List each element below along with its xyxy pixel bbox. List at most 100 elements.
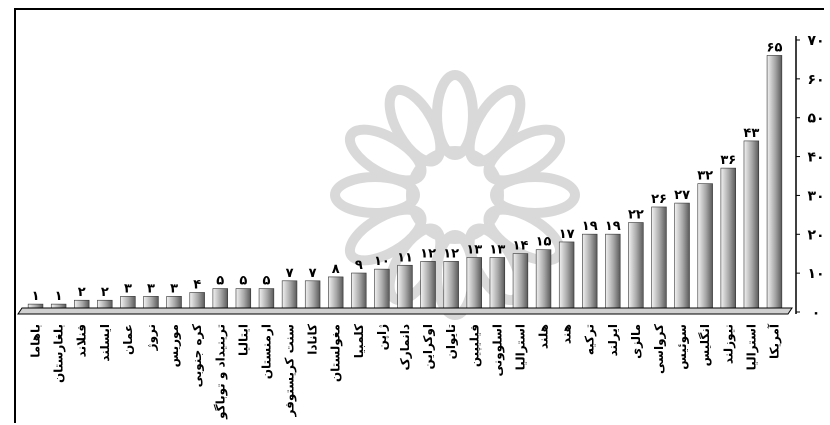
bar-value-label: ۱۲ xyxy=(420,246,436,261)
bar-value-label: ۴ xyxy=(193,277,201,292)
y-tick-label: ۵۰ xyxy=(807,111,824,127)
bar-value-label: ۲ xyxy=(78,285,86,300)
bar-value-label: ۲۷ xyxy=(674,188,690,203)
bar xyxy=(697,183,713,313)
watermark-logo xyxy=(330,70,580,320)
bar-value-label: ۷ xyxy=(286,266,294,281)
bar xyxy=(628,222,644,313)
watermark-petal xyxy=(344,124,427,186)
x-tick-label: مالزی xyxy=(629,324,643,359)
x-tick-label: دانمارک xyxy=(398,324,412,371)
x-tick-label: سوئیس xyxy=(675,324,690,370)
x-tick-label: ژاپن xyxy=(375,324,389,350)
x-tick-label: عمان xyxy=(121,324,135,355)
bar-value-label: ۲۲ xyxy=(628,208,644,223)
bar xyxy=(651,206,667,313)
x-tick-label: اوکراین xyxy=(421,324,436,369)
y-tick-label: ۱۰ xyxy=(807,266,824,282)
x-tick-label: ترینیداد و توباگو xyxy=(213,324,228,420)
bar xyxy=(743,140,760,313)
x-tick-label: نیوزلند xyxy=(721,324,736,364)
bar-value-label: ۳ xyxy=(124,281,132,296)
x-tick-label: استرالیا xyxy=(513,324,527,370)
bar-value-label: ۱۳ xyxy=(489,242,505,257)
x-tick-label: کلمبیا xyxy=(352,324,366,358)
watermark-petal xyxy=(490,172,580,218)
watermark-ring xyxy=(406,146,504,244)
bar xyxy=(443,261,459,313)
bar xyxy=(720,167,736,313)
bar xyxy=(304,280,321,313)
bar-value-label: ۳ xyxy=(147,281,155,296)
bar xyxy=(420,261,436,313)
bar-value-label: ۱۳ xyxy=(466,242,482,257)
x-tick-label: انگلیس xyxy=(698,324,712,366)
x-tick-label: موریس xyxy=(167,324,182,367)
x-tick-label: ایرلند xyxy=(606,324,620,356)
x-tick-label: سنت کریستوفر xyxy=(283,324,298,417)
y-tick-label: ۲۰ xyxy=(807,227,824,243)
watermark-petal xyxy=(483,204,566,266)
bar xyxy=(605,233,621,313)
x-tick-label: ترکیه xyxy=(583,324,597,355)
bar-value-label: ۵ xyxy=(239,274,247,289)
watermark-petal xyxy=(344,204,427,266)
chart-floor xyxy=(17,307,793,315)
bar-value-label: ۲۶ xyxy=(651,192,667,207)
x-tick-label: مغولستان xyxy=(329,324,344,382)
bar-value-label: ۵ xyxy=(262,274,270,289)
x-tick-label: کرواسی xyxy=(652,324,667,374)
bar-value-label: ۹ xyxy=(355,258,363,273)
y-tick-label: ۷۰ xyxy=(807,33,824,49)
x-tick-label: نروژ xyxy=(144,324,159,351)
chart-frame xyxy=(14,8,824,423)
watermark-petal xyxy=(384,84,446,167)
y-tick-label: ۴۰ xyxy=(807,150,824,166)
bar xyxy=(512,253,529,313)
bar xyxy=(766,55,783,313)
bar-value-label: ۱۹ xyxy=(605,219,621,234)
bar xyxy=(558,241,575,313)
bar-value-label: ۱۹ xyxy=(582,219,598,234)
y-tick-label: ۰ xyxy=(812,305,821,321)
y-tick-label: ۳۰ xyxy=(807,188,824,204)
x-tick-label: باهاما xyxy=(29,324,43,358)
bar-value-label: ۴۳ xyxy=(743,126,759,141)
bar xyxy=(466,257,482,313)
bar-value-label: ۱ xyxy=(55,289,63,304)
bar-value-label: ۷ xyxy=(309,266,317,281)
x-tick-label: استرالیا xyxy=(744,324,758,370)
x-tick-label: فنلاند xyxy=(75,324,89,357)
x-tick-label: آمریکا xyxy=(766,323,781,359)
bar xyxy=(351,272,367,313)
x-tick-label: ارمنستان xyxy=(259,324,273,379)
bar xyxy=(374,268,390,313)
bar xyxy=(489,257,506,313)
x-tick-label: کانادا xyxy=(306,324,320,355)
watermark-petal xyxy=(464,84,526,167)
bar-value-label: ۶۵ xyxy=(767,40,783,55)
bar-value-label: ۱۱ xyxy=(397,250,413,265)
x-tick-label: بلغارستان xyxy=(52,324,66,383)
x-tick-label: اسلوونی xyxy=(490,324,505,376)
bar-value-label: ۵ xyxy=(216,274,224,289)
bar-value-label: ۳۶ xyxy=(720,153,736,168)
x-tick-label: هند xyxy=(560,324,574,344)
watermark-petal xyxy=(483,124,566,186)
bar xyxy=(582,233,598,313)
bar-value-label: ۳۲ xyxy=(697,169,713,184)
bar-value-label: ۱۰ xyxy=(374,254,390,269)
y-tick-label: ۶۰ xyxy=(807,72,824,88)
bar xyxy=(328,276,344,313)
x-tick-label: هلند xyxy=(537,324,551,349)
bar-value-label: ۸ xyxy=(332,262,340,277)
bar xyxy=(674,202,690,313)
x-tick-label: فیلیپین xyxy=(467,324,481,367)
bar xyxy=(397,264,413,313)
bar xyxy=(281,280,298,313)
x-tick-label: تایوان xyxy=(444,324,459,359)
bar-value-label: ۱۴ xyxy=(513,239,529,254)
bar xyxy=(535,249,552,313)
bar-value-label: ۱۵ xyxy=(536,235,552,250)
